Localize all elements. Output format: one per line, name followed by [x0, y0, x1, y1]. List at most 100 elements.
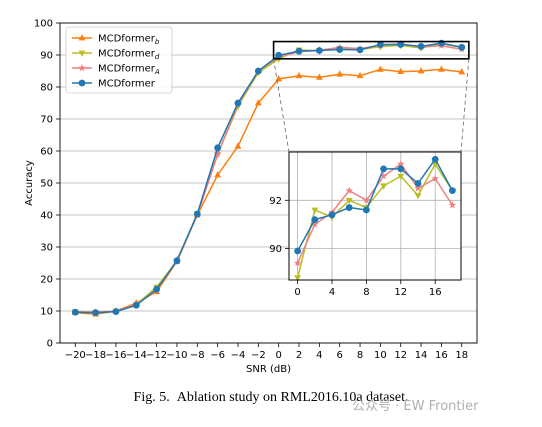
y-axis-label: Accuracy — [24, 160, 35, 206]
x-tick-label: 0 — [275, 350, 281, 361]
data-point — [234, 142, 242, 149]
inset-y-tick-label: 90 — [269, 244, 282, 255]
data-point — [193, 210, 201, 218]
inset-data-point — [311, 207, 319, 214]
inset-frame — [288, 151, 462, 281]
y-tick-label: 70 — [40, 115, 53, 126]
inset-data-point — [397, 160, 405, 168]
data-point — [214, 171, 222, 178]
inset-data-point — [328, 211, 336, 219]
x-tick-label: −12 — [146, 350, 167, 361]
legend-label-subscript: d — [155, 53, 160, 61]
x-tick-label: 18 — [455, 350, 468, 361]
x-tick-label: −20 — [65, 350, 86, 361]
legend-item: MCDformerA — [72, 64, 160, 76]
inset-data-point — [448, 201, 457, 209]
legend-item: MCDformerd — [72, 49, 160, 61]
x-tick-label: 8 — [357, 350, 363, 361]
x-tick-label: 14 — [415, 350, 428, 361]
y-tick-label: 90 — [40, 51, 53, 62]
inset-data-point — [293, 259, 302, 267]
data-point — [336, 46, 344, 53]
data-point — [112, 308, 120, 316]
inset-data-point — [345, 186, 353, 194]
main-plot-area — [71, 39, 466, 317]
inset-data-point — [311, 216, 319, 224]
inset-data-point — [414, 184, 422, 192]
data-point — [295, 71, 303, 79]
legend-item: MCDformerb — [72, 34, 160, 46]
x-tick-label: 4 — [316, 350, 322, 361]
legend-marker — [78, 50, 86, 57]
inset-data-point — [380, 183, 387, 190]
x-tick-label: −2 — [251, 350, 266, 361]
data-point — [71, 308, 79, 316]
y-tick-label: 80 — [40, 83, 53, 94]
inset-background — [289, 152, 461, 280]
inset-y-tick-label: 92 — [269, 196, 282, 207]
inset-data-point — [397, 173, 405, 181]
data-point — [417, 67, 425, 74]
inset-plot: 90 92 0 4 8 12 16 — [269, 151, 462, 385]
data-point — [254, 99, 262, 106]
legend-marker — [78, 79, 86, 87]
zoom-indicator — [272, 40, 470, 153]
data-point — [275, 51, 283, 59]
data-point — [315, 47, 323, 54]
y-tick-label: 0 — [47, 339, 53, 350]
data-point — [315, 73, 323, 80]
y-tick-label: 60 — [40, 147, 53, 158]
x-tick-label: 10 — [374, 350, 387, 361]
x-tick-label: −14 — [126, 350, 147, 361]
inset-data-point — [380, 165, 387, 173]
data-point — [376, 41, 384, 48]
legend-marker — [78, 34, 86, 41]
legend-label: MCDformer — [98, 79, 156, 90]
legend: MCDformerb MCDformerd MCDformerA MCDformer — [65, 26, 173, 94]
y-tick-label: 40 — [40, 211, 53, 222]
data-point — [234, 99, 242, 107]
data-point — [132, 301, 140, 309]
data-point — [376, 65, 384, 72]
inset-data-point — [363, 206, 370, 214]
inset-x-tick-label: 8 — [363, 287, 369, 298]
x-tick-label: −18 — [85, 350, 106, 361]
data-point — [213, 150, 222, 158]
y-tick-label: 100 — [34, 19, 53, 30]
legend-label-subscript: b — [155, 38, 160, 46]
inset-x-tick-label: 0 — [294, 287, 300, 298]
figure-caption: Fig. 5. Ablation study on RML2016.10a da… — [133, 390, 409, 405]
inset-series-line-b — [298, 357, 453, 385]
y-tick-label: 10 — [40, 307, 53, 318]
x-axis-label: SNR (dB) — [246, 364, 291, 375]
data-point — [397, 41, 405, 48]
x-tick-label: 16 — [435, 350, 448, 361]
zoom-connector-left — [273, 58, 290, 153]
inset-x-tick-label: 4 — [329, 287, 335, 298]
inset-data-point — [311, 220, 319, 228]
data-point — [92, 309, 99, 316]
inset-data-point — [431, 174, 439, 182]
inset-x-tick-label: 12 — [394, 287, 407, 298]
inset-data-point — [362, 196, 371, 204]
inset-data-point — [431, 155, 439, 163]
y-tick-label: 20 — [40, 275, 53, 286]
x-tick-label: −10 — [166, 350, 187, 361]
inset-series-line-full — [296, 157, 454, 252]
x-tick-label: −4 — [231, 350, 246, 361]
data-point — [417, 42, 425, 50]
x-tick-label: 2 — [296, 350, 302, 361]
data-point — [295, 47, 303, 55]
inset-data-point — [397, 165, 405, 173]
zoom-connector-right — [460, 58, 470, 153]
inset-data-point — [414, 179, 422, 187]
data-point — [336, 70, 344, 77]
inset-data-point — [345, 197, 353, 205]
x-tick-label: −8 — [190, 350, 205, 361]
data-point — [356, 46, 364, 54]
data-point — [397, 67, 405, 75]
inset-x-tick-label: 16 — [429, 287, 442, 298]
data-point — [356, 71, 364, 79]
